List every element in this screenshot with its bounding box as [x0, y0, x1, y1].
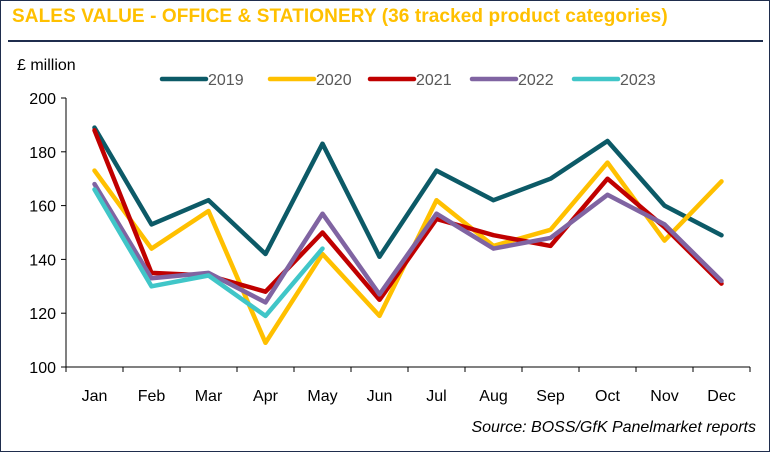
- x-tick-label: May: [307, 388, 337, 405]
- y-axis-label: £ million: [17, 57, 76, 74]
- legend-label-2023: 2023: [620, 72, 656, 89]
- x-tick-label: Feb: [138, 388, 166, 405]
- x-tick-label: Dec: [707, 388, 735, 405]
- legend-label-2021: 2021: [416, 72, 452, 89]
- x-tick-label: Sep: [536, 388, 565, 405]
- y-tick-label: 160: [29, 199, 56, 216]
- y-tick-label: 120: [29, 306, 56, 323]
- y-tick-label: 200: [29, 91, 56, 108]
- legend-label-2022: 2022: [518, 72, 554, 89]
- series-line-2019: [92, 125, 724, 259]
- source-note: Source: BOSS/GfK Panelmarket reports: [471, 419, 756, 436]
- y-tick-label: 100: [29, 360, 56, 377]
- x-tick-label: Jul: [426, 388, 446, 405]
- y-tick-label: 180: [29, 145, 56, 162]
- title-divider: [8, 40, 763, 42]
- series-line-2022: [92, 181, 724, 305]
- x-tick-label: Nov: [650, 388, 678, 405]
- x-tick-label: Apr: [253, 388, 279, 405]
- y-tick-label: 140: [29, 252, 56, 269]
- legend-label-2020: 2020: [316, 72, 352, 89]
- x-tick-label: Jan: [82, 388, 108, 405]
- x-tick-label: Jun: [367, 388, 393, 405]
- series-line-2023: [92, 187, 325, 319]
- x-tick-label: Oct: [595, 388, 620, 405]
- x-tick-label: Mar: [195, 388, 223, 405]
- x-tick-label: Aug: [479, 388, 507, 405]
- legend-label-2019: 2019: [208, 72, 244, 89]
- chart-title: SALES VALUE - OFFICE & STATIONERY (36 tr…: [12, 6, 668, 27]
